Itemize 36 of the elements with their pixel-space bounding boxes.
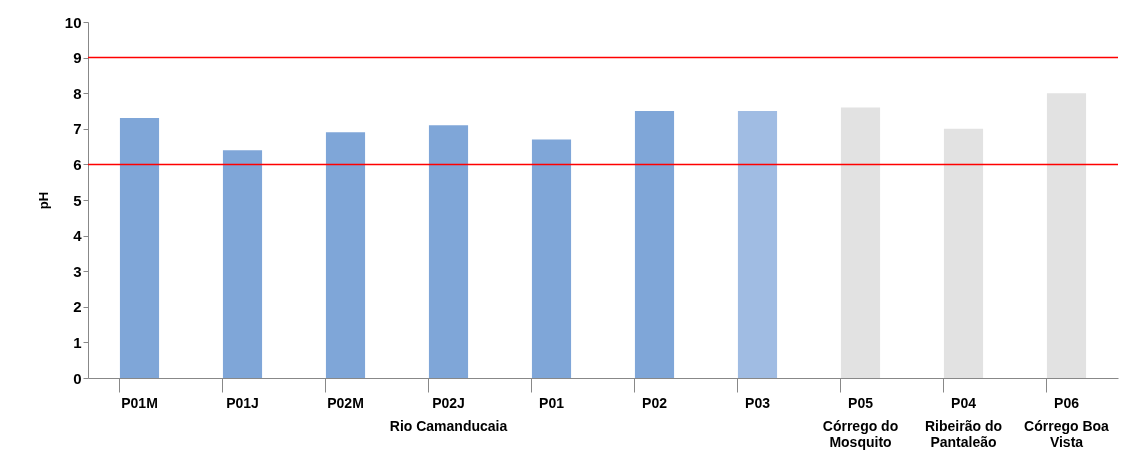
y-tick-label: 9 [73,49,82,67]
x-tick-label: P06 [1054,394,1080,411]
y-axis-title: pH [35,191,51,210]
x-tick-label: P01J [226,394,259,411]
bar [325,132,366,378]
text: Córrego Boa Vista [1024,418,1110,450]
x-tick-label: P03 [745,394,771,411]
bar [222,150,263,378]
x-tick-label: P05 [848,394,874,411]
bar [428,125,469,378]
y-tick-label: 5 [73,191,82,209]
bar [840,107,881,378]
text: Rio Camanducaia [389,418,508,434]
x-tick-label: P02J [432,394,465,411]
x-tick-label: P01M [121,394,158,411]
y-tick-label: 2 [73,298,82,316]
y-tick-label: 0 [73,369,82,387]
bar [737,111,778,378]
x-tick-label: P02M [327,394,364,411]
bar [531,139,572,378]
y-tick-label: 6 [73,155,82,173]
y-tick-label: 7 [73,120,82,138]
y-tick-label: 8 [73,84,82,102]
bar [1046,93,1087,378]
bar [119,118,160,378]
x-tick-label: P02 [642,394,668,411]
x-tick-label: P01 [539,394,565,411]
y-tick-label: 4 [73,227,83,245]
x-tick-label: P04 [951,394,977,411]
bar [634,111,675,378]
text: Ribeirão do Pantaleão [924,418,1003,450]
bar [943,128,984,378]
text: Córrego do Mosquito [822,418,899,450]
y-tick-label: 10 [64,13,82,31]
y-tick-label: 1 [73,333,82,351]
y-tick-label: 3 [73,262,82,280]
